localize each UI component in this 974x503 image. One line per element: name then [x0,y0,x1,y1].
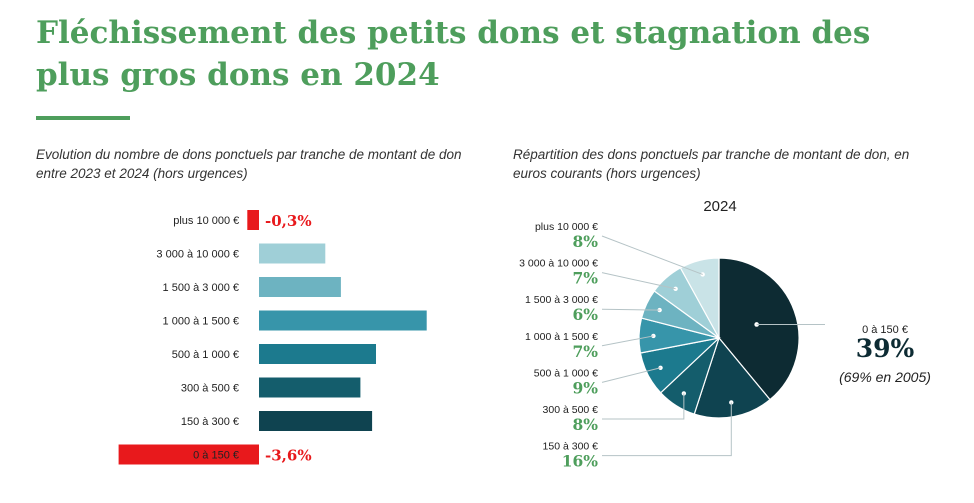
pie-value-0-150: 39% [856,334,915,363]
leader-dot-500-1-000 [658,365,663,370]
pie-value-1-500-3-000: 6% [572,305,598,324]
bar-chart-title: Evolution du nombre de dons ponctuels pa… [36,147,462,181]
pie-label-3-000-10-000: 3 000 à 10 000 € [519,258,598,270]
category-label-plus-10-000: plus 10 000 € [173,215,239,227]
bar-300-500 [259,377,361,398]
pie-label-plus-10-000: plus 10 000 € [535,221,598,233]
pie-slice-plus-10-000 [679,257,720,339]
bar-chart: plus 10 000 € -0,3% 3 000 à 10 000 € 1 500 … [118,210,427,465]
pie-slice-150-300 [693,336,771,419]
category-label-500-1-000: 500 à 1 000 € [172,349,239,361]
leader-line-1-000-1-500 [601,335,654,347]
leader-line-150-300 [602,402,732,457]
data-label-plus-10-000: -0,3% [265,212,312,230]
leader-line-500-1-000 [601,367,661,383]
title-underline [36,116,130,120]
category-label-0-150: 0 à 150 € [193,450,239,462]
bar-3-000-10-000 [259,243,326,264]
pie-label-0-150: 0 à 150 € [862,324,908,336]
pie-year-label: 2024 [703,198,737,215]
category-label-300-500: 300 à 500 € [181,383,239,395]
leader-line-1-500-3-000 [601,308,660,311]
bar-1-000-1-500 [259,310,427,331]
pie-label-300-500: 300 à 500 € [543,404,599,416]
page-title: Fléchissement des petits dons et stagnat… [36,15,871,93]
pie-value-150-300: 16% [562,452,599,471]
leader-dot-plus-10-000 [700,272,705,277]
pie-value-500-1-000: 9% [572,378,598,397]
pie-slice-0-150 [718,257,800,401]
leader-dot-1-500-3-000 [657,307,662,313]
data-label-0-150: -3,6% [265,447,312,465]
category-label-1-500-3-000: 1 500 à 3 000 € [163,282,239,294]
pie-chart-title: Répartition des dons ponctuels par tranc… [513,147,910,181]
pie-label-1-500-3-000: 1 500 à 3 000 € [525,294,598,306]
pie-label-500-1-000: 500 à 1 000 € [534,367,598,379]
pie-value-300-500: 8% [572,415,598,434]
category-label-150-300: 150 à 300 € [181,416,239,428]
leader-line-plus-10-000 [601,235,703,275]
bar-500-1-000 [259,344,376,364]
pie-value-3-000-10-000: 7% [572,269,598,288]
pie-annotation: (69% en 2005) [839,369,931,385]
bar-0-150 [118,444,259,465]
pie-value-plus-10-000: 8% [572,232,598,251]
bar-1-500-3-000 [259,277,341,297]
category-label-1-000-1-500: 1 000 à 1 500 € [163,316,239,328]
bar-150-300 [259,411,373,431]
pie-chart: 0 à 150 €39%(69% en 2005)plus 10 000 €8%… [519,221,931,471]
bar-plus-10-000 [247,210,259,230]
pie-label-1-000-1-500: 1 000 à 1 500 € [525,331,598,343]
leader-line-3-000-10-000 [601,272,676,290]
leader-line-300-500 [602,393,685,420]
pie-label-150-300: 150 à 300 € [543,441,599,453]
leader-dot-3-000-10-000 [673,286,678,291]
category-label-3-000-10-000: 3 000 à 10 000 € [156,249,239,261]
pie-value-1-000-1-500: 7% [572,342,598,361]
